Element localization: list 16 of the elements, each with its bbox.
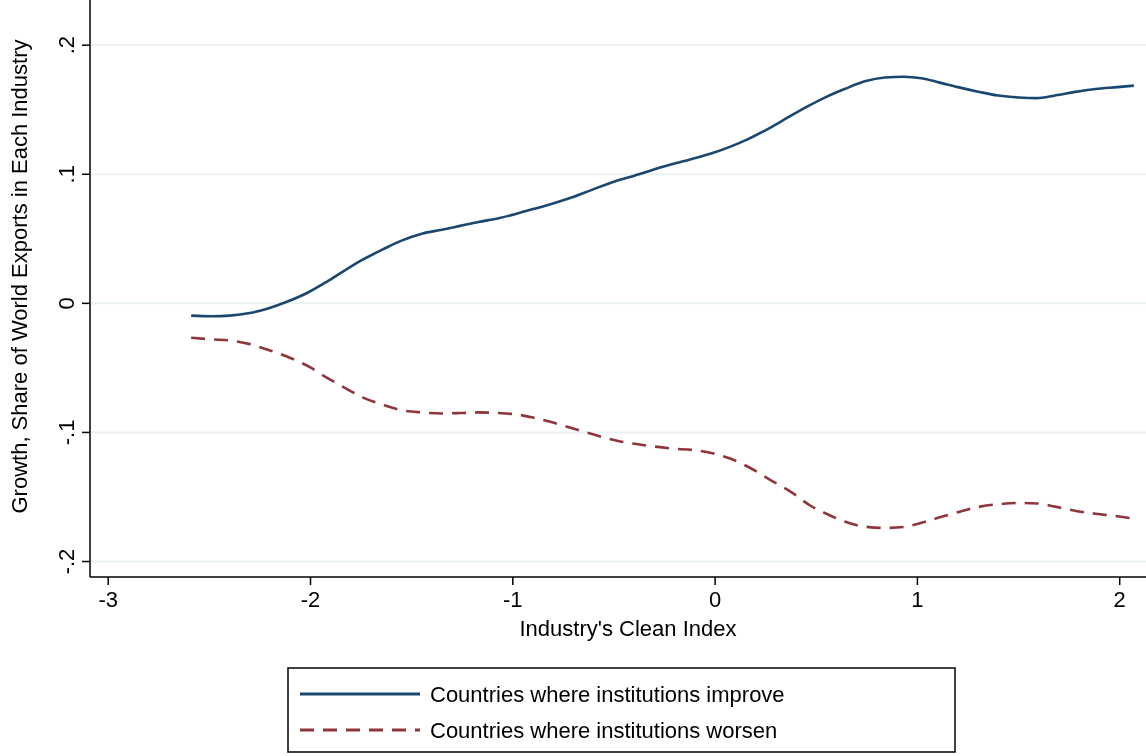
y-axis-title: Growth, Share of World Exports in Each Industry bbox=[7, 39, 32, 514]
line-series bbox=[189, 75, 1136, 318]
y-tick-label: -.2 bbox=[54, 548, 79, 575]
y-tick-label: .2 bbox=[54, 36, 79, 55]
y-tick-label: .1 bbox=[54, 165, 79, 184]
x-tick-label: -2 bbox=[300, 587, 321, 612]
x-tick-label: 2 bbox=[1113, 587, 1126, 612]
x-tick-label: 1 bbox=[911, 587, 924, 612]
y-tick-label: -.1 bbox=[54, 419, 79, 446]
x-tick-label: 0 bbox=[708, 587, 722, 612]
x-tick-label: -3 bbox=[98, 587, 118, 612]
legend-label: Countries where institutions improve bbox=[430, 682, 785, 707]
legend-label: Countries where institutions worsen bbox=[430, 718, 778, 743]
x-axis-title: Industry's Clean Index bbox=[519, 616, 737, 641]
y-tick-label: 0 bbox=[54, 297, 79, 310]
x-tick-label: -1 bbox=[503, 587, 523, 612]
